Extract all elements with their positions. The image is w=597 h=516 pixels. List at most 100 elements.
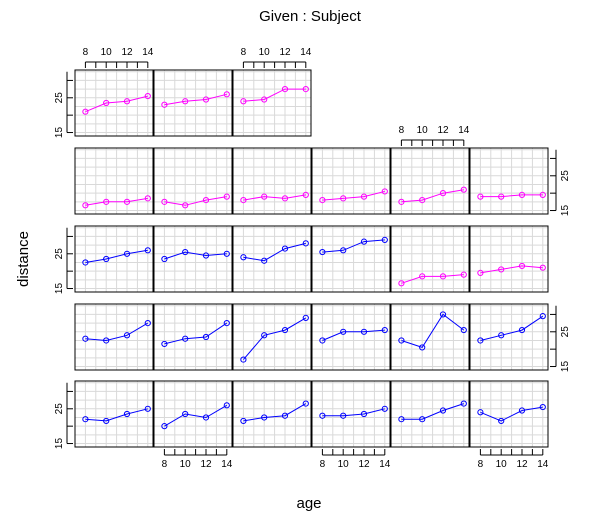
series-line [401,274,464,284]
series-line [480,194,543,198]
data-point [223,320,230,327]
data-point [240,417,247,425]
series-line [85,95,148,113]
data-point [202,197,210,204]
series-line [85,249,148,263]
series-line [85,197,148,206]
data-point [477,193,484,200]
data-point [439,311,447,318]
data-point [419,416,426,423]
data-point [123,332,131,339]
data-point [103,99,110,107]
x-axis-title: age [296,495,321,512]
data-point [460,400,467,407]
data-point [319,412,326,419]
data-point [419,344,426,351]
data-point [539,313,546,320]
data-point [498,193,505,200]
data-point [144,195,151,202]
series-line [322,190,385,201]
series-line [480,406,543,422]
data-point [261,257,268,264]
series-line [243,317,307,360]
data-point [261,96,268,103]
data-point [240,197,247,204]
panel-frame [74,225,154,293]
y-tick-label: 15 [560,205,571,217]
panel-frame [390,303,470,371]
data-point [539,264,546,271]
panel-frame [390,225,470,293]
panel-frame [469,225,549,293]
panel-frame [311,147,391,215]
y-tick-label: 15 [54,283,65,295]
x-tick-label: 12 [437,125,449,136]
data-point [182,98,189,105]
data-point [123,410,131,418]
x-tick-label: 8 [83,47,89,58]
y-tick-label: 25 [54,248,65,260]
y-tick-label: 15 [560,361,571,373]
data-point [82,202,89,209]
data-point [340,247,347,254]
panel-frame [390,147,470,215]
data-point [202,252,210,259]
data-point [240,98,247,105]
data-point [103,255,110,263]
data-point [398,198,405,205]
y-tick-label: 25 [54,403,65,415]
panel-frame [74,303,154,371]
x-tick-label: 8 [241,47,247,58]
series-line [401,313,465,348]
y-axis-title: distance [15,231,32,287]
x-tick-label: 14 [142,47,154,58]
series-line [322,408,385,417]
data-point [539,403,546,411]
data-point [518,191,526,198]
series-line [164,251,227,260]
series-line [243,403,307,422]
data-point [302,314,309,321]
series-line [322,239,385,253]
series-line [164,322,228,345]
data-point [144,320,151,327]
x-tick-label: 14 [537,459,549,470]
data-point [144,405,151,412]
data-point [123,198,131,205]
data-point [319,337,326,344]
data-point [477,269,484,276]
panel-frame [311,225,391,293]
x-tick-label: 12 [200,459,212,470]
data-point [281,195,289,202]
panel-frame [469,303,549,371]
data-point [223,250,230,257]
series-line [243,88,306,102]
x-tick-label: 14 [221,459,233,470]
data-point [460,186,467,193]
x-tick-label: 14 [458,125,470,136]
series-line [480,265,543,274]
data-point [539,191,546,198]
data-point [82,108,89,115]
x-tick-label: 8 [162,459,168,470]
data-point [302,191,309,198]
x-tick-label: 12 [516,459,528,470]
data-point [182,410,189,418]
panel-frame [153,380,233,448]
data-point [498,266,505,273]
data-point [381,405,388,412]
series-line [322,329,385,341]
panel-grid: 8 10 12 14 8 10 12 14 8 10 12 14 8 10 12 14 8 10 12 14 8 10 12… [54,47,571,470]
data-point [340,328,347,335]
panel-frame [390,380,470,448]
x-tick-label: 14 [300,47,312,58]
y-tick-label: 25 [560,170,571,182]
panel-frame [232,303,312,371]
data-point [460,271,467,278]
data-point [398,337,405,344]
x-tick-label: 10 [101,47,113,58]
x-tick-label: 12 [279,47,291,58]
x-tick-label: 10 [180,459,192,470]
panel-frame [74,380,154,448]
